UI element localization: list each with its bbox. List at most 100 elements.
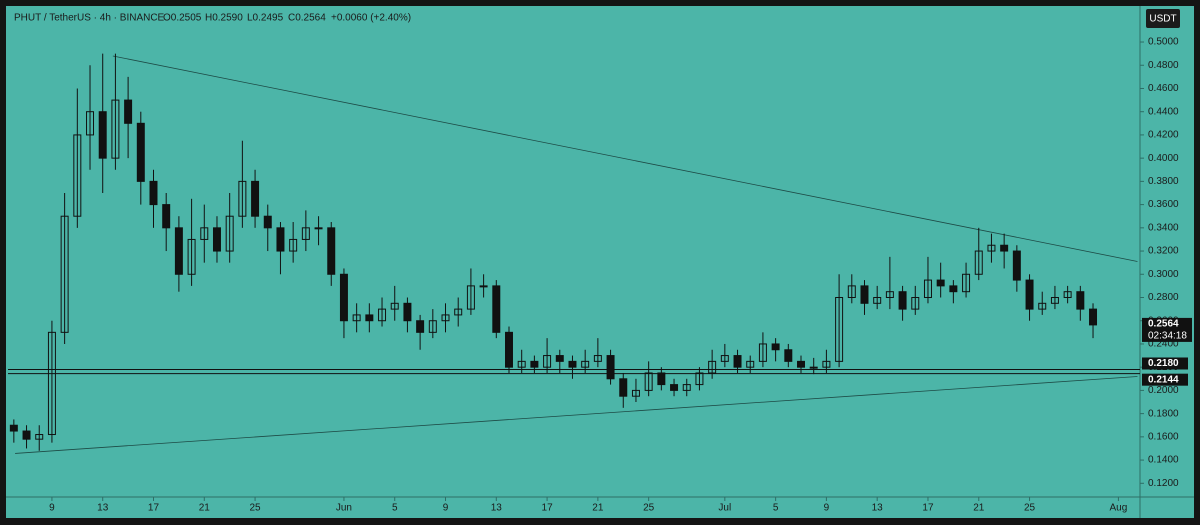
candle-body <box>987 244 996 252</box>
candle-body <box>771 343 780 351</box>
candle-body <box>301 227 310 240</box>
candle-body <box>1050 296 1059 304</box>
candle-body <box>923 279 932 298</box>
candle-body <box>111 99 120 159</box>
candle-body <box>9 424 18 432</box>
candle-body <box>517 360 526 368</box>
candle-body <box>35 434 44 440</box>
candle-body <box>822 360 831 368</box>
candle-body <box>911 296 920 310</box>
y-tick-label: 0.1200 <box>1148 478 1179 489</box>
x-tick-label: 25 <box>643 503 655 514</box>
candle-body <box>174 227 183 275</box>
y-tick-label: 0.2000 <box>1148 385 1179 396</box>
currency-box[interactable] <box>1146 9 1180 28</box>
ohlc-open: O0.2505 <box>163 13 202 24</box>
candle-body <box>860 285 869 304</box>
candle-body <box>733 355 742 368</box>
candle-body <box>200 227 209 240</box>
candle-body <box>212 227 221 252</box>
candle-body <box>746 360 755 368</box>
candle-body <box>885 291 894 298</box>
candle-body <box>835 296 844 362</box>
level-price-box <box>1142 357 1188 370</box>
candle-body <box>568 360 577 368</box>
candle-body <box>339 273 348 322</box>
y-tick-label: 0.3400 <box>1148 222 1179 233</box>
candle-body <box>428 320 437 333</box>
candle-body <box>809 366 818 369</box>
currency-label[interactable]: USDT <box>1149 14 1176 25</box>
candle-body <box>797 360 806 368</box>
candle-body <box>314 227 323 230</box>
candle-body <box>289 238 298 252</box>
candle-body <box>492 285 501 333</box>
y-tick-label: 0.4000 <box>1148 153 1179 164</box>
candle-body <box>758 343 767 362</box>
candle-body <box>695 372 704 386</box>
candle-body <box>98 111 107 159</box>
y-tick-label: 0.3800 <box>1148 176 1179 187</box>
candle-body <box>441 314 450 322</box>
y-tick-label: 0.1800 <box>1148 408 1179 419</box>
y-tick-label: 0.1400 <box>1148 455 1179 466</box>
candle-body <box>22 430 31 440</box>
y-tick-label: 0.3000 <box>1148 269 1179 280</box>
x-tick-label: Jul <box>718 503 731 514</box>
candle-body <box>454 308 463 316</box>
trendline <box>15 376 1138 454</box>
candle-body <box>479 285 488 288</box>
candle-body <box>530 360 539 368</box>
candle-body <box>416 320 425 333</box>
candle-body <box>708 360 717 374</box>
candle-body <box>390 302 399 310</box>
level-price-label: 0.2180 <box>1148 358 1179 369</box>
candle-body <box>606 355 615 380</box>
candle-body <box>238 180 247 217</box>
y-tick-label: 0.4600 <box>1148 83 1179 94</box>
candle-body <box>936 279 945 287</box>
x-tick-label: 21 <box>592 503 604 514</box>
x-tick-label: 17 <box>542 503 554 514</box>
y-tick-label: 0.1600 <box>1148 431 1179 442</box>
x-tick-label: 9 <box>443 503 449 514</box>
candle-body <box>73 134 82 217</box>
y-tick-label: 0.3200 <box>1148 246 1179 257</box>
candle-body <box>352 314 361 322</box>
candle-body <box>466 285 475 310</box>
ohlc-change: +0.0060 (+2.40%) <box>331 13 411 24</box>
y-tick-label: 0.3600 <box>1148 199 1179 210</box>
candle-body <box>327 227 336 275</box>
ohlc-low: L0.2495 <box>247 13 284 24</box>
candle-body <box>670 384 679 391</box>
y-tick-label: 0.4200 <box>1148 130 1179 141</box>
ohlc-close: C0.2564 <box>288 13 326 24</box>
candle-body <box>365 314 374 322</box>
candle-body <box>403 302 412 322</box>
candle-body <box>86 111 95 136</box>
candle-body <box>124 99 133 124</box>
candle-body <box>962 273 971 293</box>
candle-body <box>720 355 729 362</box>
candle-body <box>619 378 628 397</box>
candle-body <box>631 389 640 397</box>
candle-body <box>1063 291 1072 298</box>
last-price-box <box>1142 317 1192 342</box>
candle-body <box>657 372 666 386</box>
candle-body <box>276 227 285 252</box>
candle-body <box>225 215 234 252</box>
candle-body <box>784 349 793 362</box>
y-tick-label: 0.4800 <box>1148 60 1179 71</box>
candle-body <box>149 180 158 206</box>
x-tick-label: 5 <box>392 503 398 514</box>
candle-body <box>505 331 513 368</box>
candle-body <box>1025 279 1034 310</box>
x-tick-label: 9 <box>49 503 55 514</box>
x-tick-label: 13 <box>97 503 109 514</box>
x-tick-label: 13 <box>872 503 884 514</box>
candle-body <box>581 360 590 368</box>
candle-body <box>251 180 260 217</box>
candle-body <box>1089 308 1098 326</box>
candle-body <box>136 122 145 182</box>
